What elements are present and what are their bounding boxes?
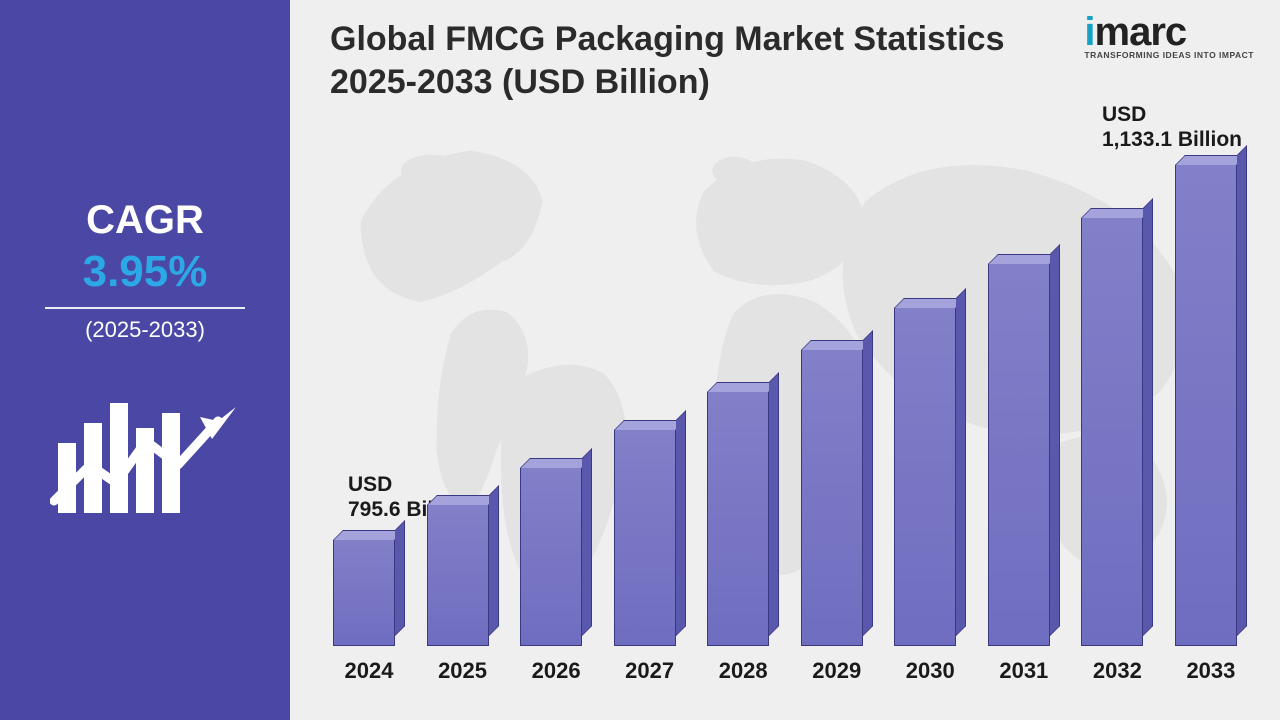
bar-front-face: [801, 350, 863, 646]
divider-line: [45, 307, 245, 309]
title-line1: Global FMCG Packaging Market Statistics: [330, 20, 1005, 58]
x-tick-label: 2024: [330, 658, 408, 684]
bar: [424, 505, 502, 646]
bar-front-face: [614, 430, 676, 646]
bar-top-face: [427, 495, 499, 505]
x-tick-label: 2027: [611, 658, 689, 684]
bar: [891, 308, 969, 646]
bar-front-face: [333, 540, 395, 646]
bar-front-face: [1081, 218, 1143, 646]
bar-front-face: [988, 264, 1050, 646]
bar: [611, 430, 689, 646]
bar-side-face: [1143, 198, 1153, 636]
x-tick-label: 2025: [424, 658, 502, 684]
bar-top-face: [614, 420, 686, 430]
bars-container: [330, 146, 1250, 646]
bar-side-face: [769, 372, 779, 636]
main-panel: Global FMCG Packaging Market Statistics …: [290, 0, 1280, 720]
bar-chart: USD 795.6 Billion USD 1,133.1 Billion 20…: [330, 132, 1250, 692]
chart-title: Global FMCG Packaging Market Statistics …: [330, 18, 1005, 103]
x-tick-label: 2026: [517, 658, 595, 684]
ann-last-line1: USD: [1102, 103, 1146, 126]
bar: [1172, 165, 1250, 646]
cagr-period: (2025-2033): [85, 317, 205, 343]
growth-chart-icon: [50, 373, 240, 523]
x-tick-label: 2029: [798, 658, 876, 684]
bar-side-face: [395, 520, 405, 636]
bar-front-face: [707, 392, 769, 646]
bar-side-face: [956, 288, 966, 636]
bar-side-face: [582, 448, 592, 636]
bar: [1078, 218, 1156, 646]
bar-side-face: [1050, 244, 1060, 636]
bar-side-face: [676, 410, 686, 636]
brand-logo: imarc TRANSFORMING IDEAS INTO IMPACT: [1084, 14, 1254, 60]
x-tick-label: 2028: [704, 658, 782, 684]
x-tick-label: 2033: [1172, 658, 1250, 684]
bar-front-face: [427, 505, 489, 646]
bar: [985, 264, 1063, 646]
annotation-last-bar: USD 1,133.1 Billion: [1102, 102, 1242, 152]
x-tick-label: 2032: [1078, 658, 1156, 684]
bar-side-face: [1237, 145, 1247, 636]
bar-front-face: [520, 468, 582, 646]
bar: [330, 540, 408, 646]
bar: [798, 350, 876, 646]
bar-front-face: [1175, 165, 1237, 646]
bar-side-face: [863, 330, 873, 636]
infographic-page: CAGR 3.95% (2025-2033) Global FMCG Packa…: [0, 0, 1280, 720]
bar-top-face: [801, 340, 873, 350]
cagr-value: 3.95%: [83, 247, 208, 297]
x-tick-label: 2031: [985, 658, 1063, 684]
sidebar-panel: CAGR 3.95% (2025-2033): [0, 0, 290, 720]
bar-front-face: [894, 308, 956, 646]
logo-text: imarc: [1084, 14, 1254, 50]
cagr-label: CAGR: [86, 198, 204, 243]
x-tick-label: 2030: [891, 658, 969, 684]
x-axis-labels: 2024 2025 2026 2027 2028 2029 2030 2031 2032 2033: [330, 658, 1250, 684]
bar: [704, 392, 782, 646]
bar: [517, 468, 595, 646]
title-line2: 2025-2033 (USD Billion): [330, 63, 710, 101]
bar-side-face: [489, 485, 499, 636]
logo-tagline: TRANSFORMING IDEAS INTO IMPACT: [1084, 50, 1254, 60]
